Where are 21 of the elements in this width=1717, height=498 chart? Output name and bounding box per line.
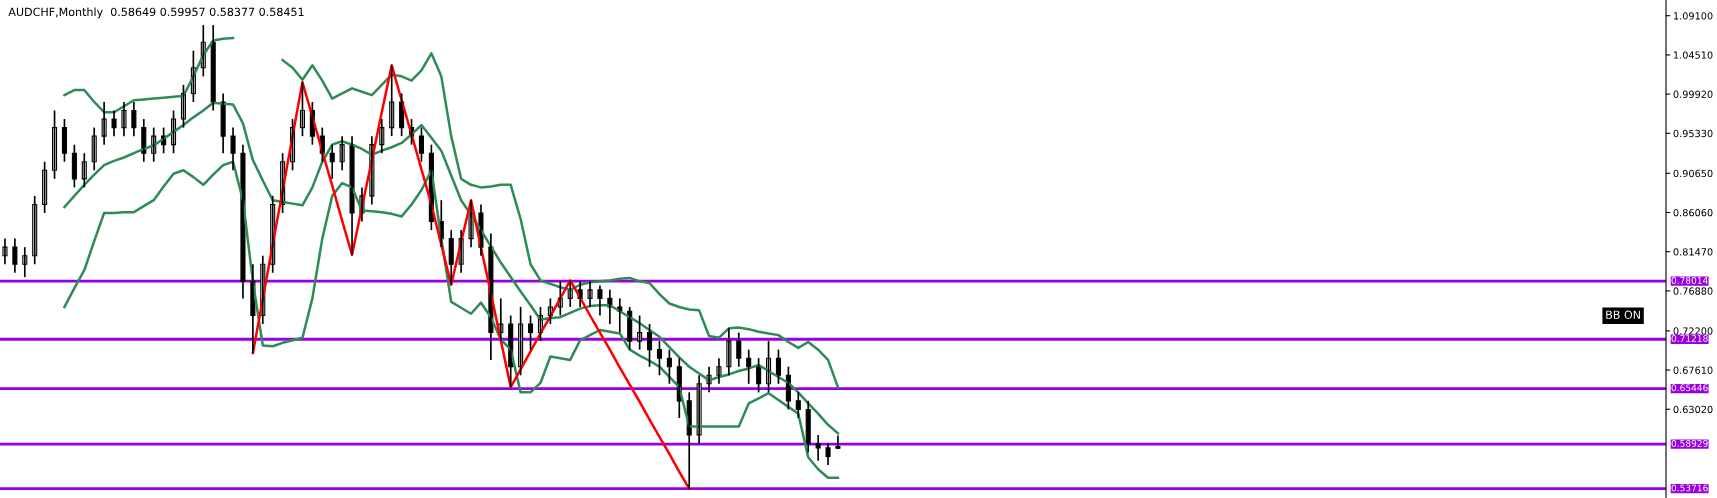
y-tick-label: 0.76880 [1673,287,1713,295]
y-tick-label: 1.09100 [1674,12,1713,20]
y-tick-label: 0.81470 [1673,248,1713,256]
ref-line-label: 0.53716 [1671,484,1708,492]
y-tick-label: 1.04510 [1674,51,1713,59]
line-series [63,101,840,435]
candlestick [815,434,821,462]
y-tick-label: 0.86060 [1673,208,1713,217]
y-tick-label: 0.72200 [1673,327,1713,335]
y-tick-label: 0.95330 [1673,129,1713,138]
ref-line-label: 0.58929 [1671,439,1708,447]
ref-line-label: 0.71218 [1671,335,1708,342]
candlestick [835,434,841,450]
y-tick-label: 0.90650 [1673,169,1713,178]
y-tick-label: 0.67610 [1673,366,1713,374]
ref-line-label: 0.65446 [1671,384,1708,392]
y-tick-label: 0.63020 [1673,405,1713,414]
text: AUDCHF,Monthly 0.58649 0.59957 0.58377 0.58451 [8,7,304,19]
annotation: BB ON [1606,310,1640,319]
ref-line-label: 0.78014 [1671,277,1708,284]
y-tick-label: 0.99920 [1673,90,1713,98]
